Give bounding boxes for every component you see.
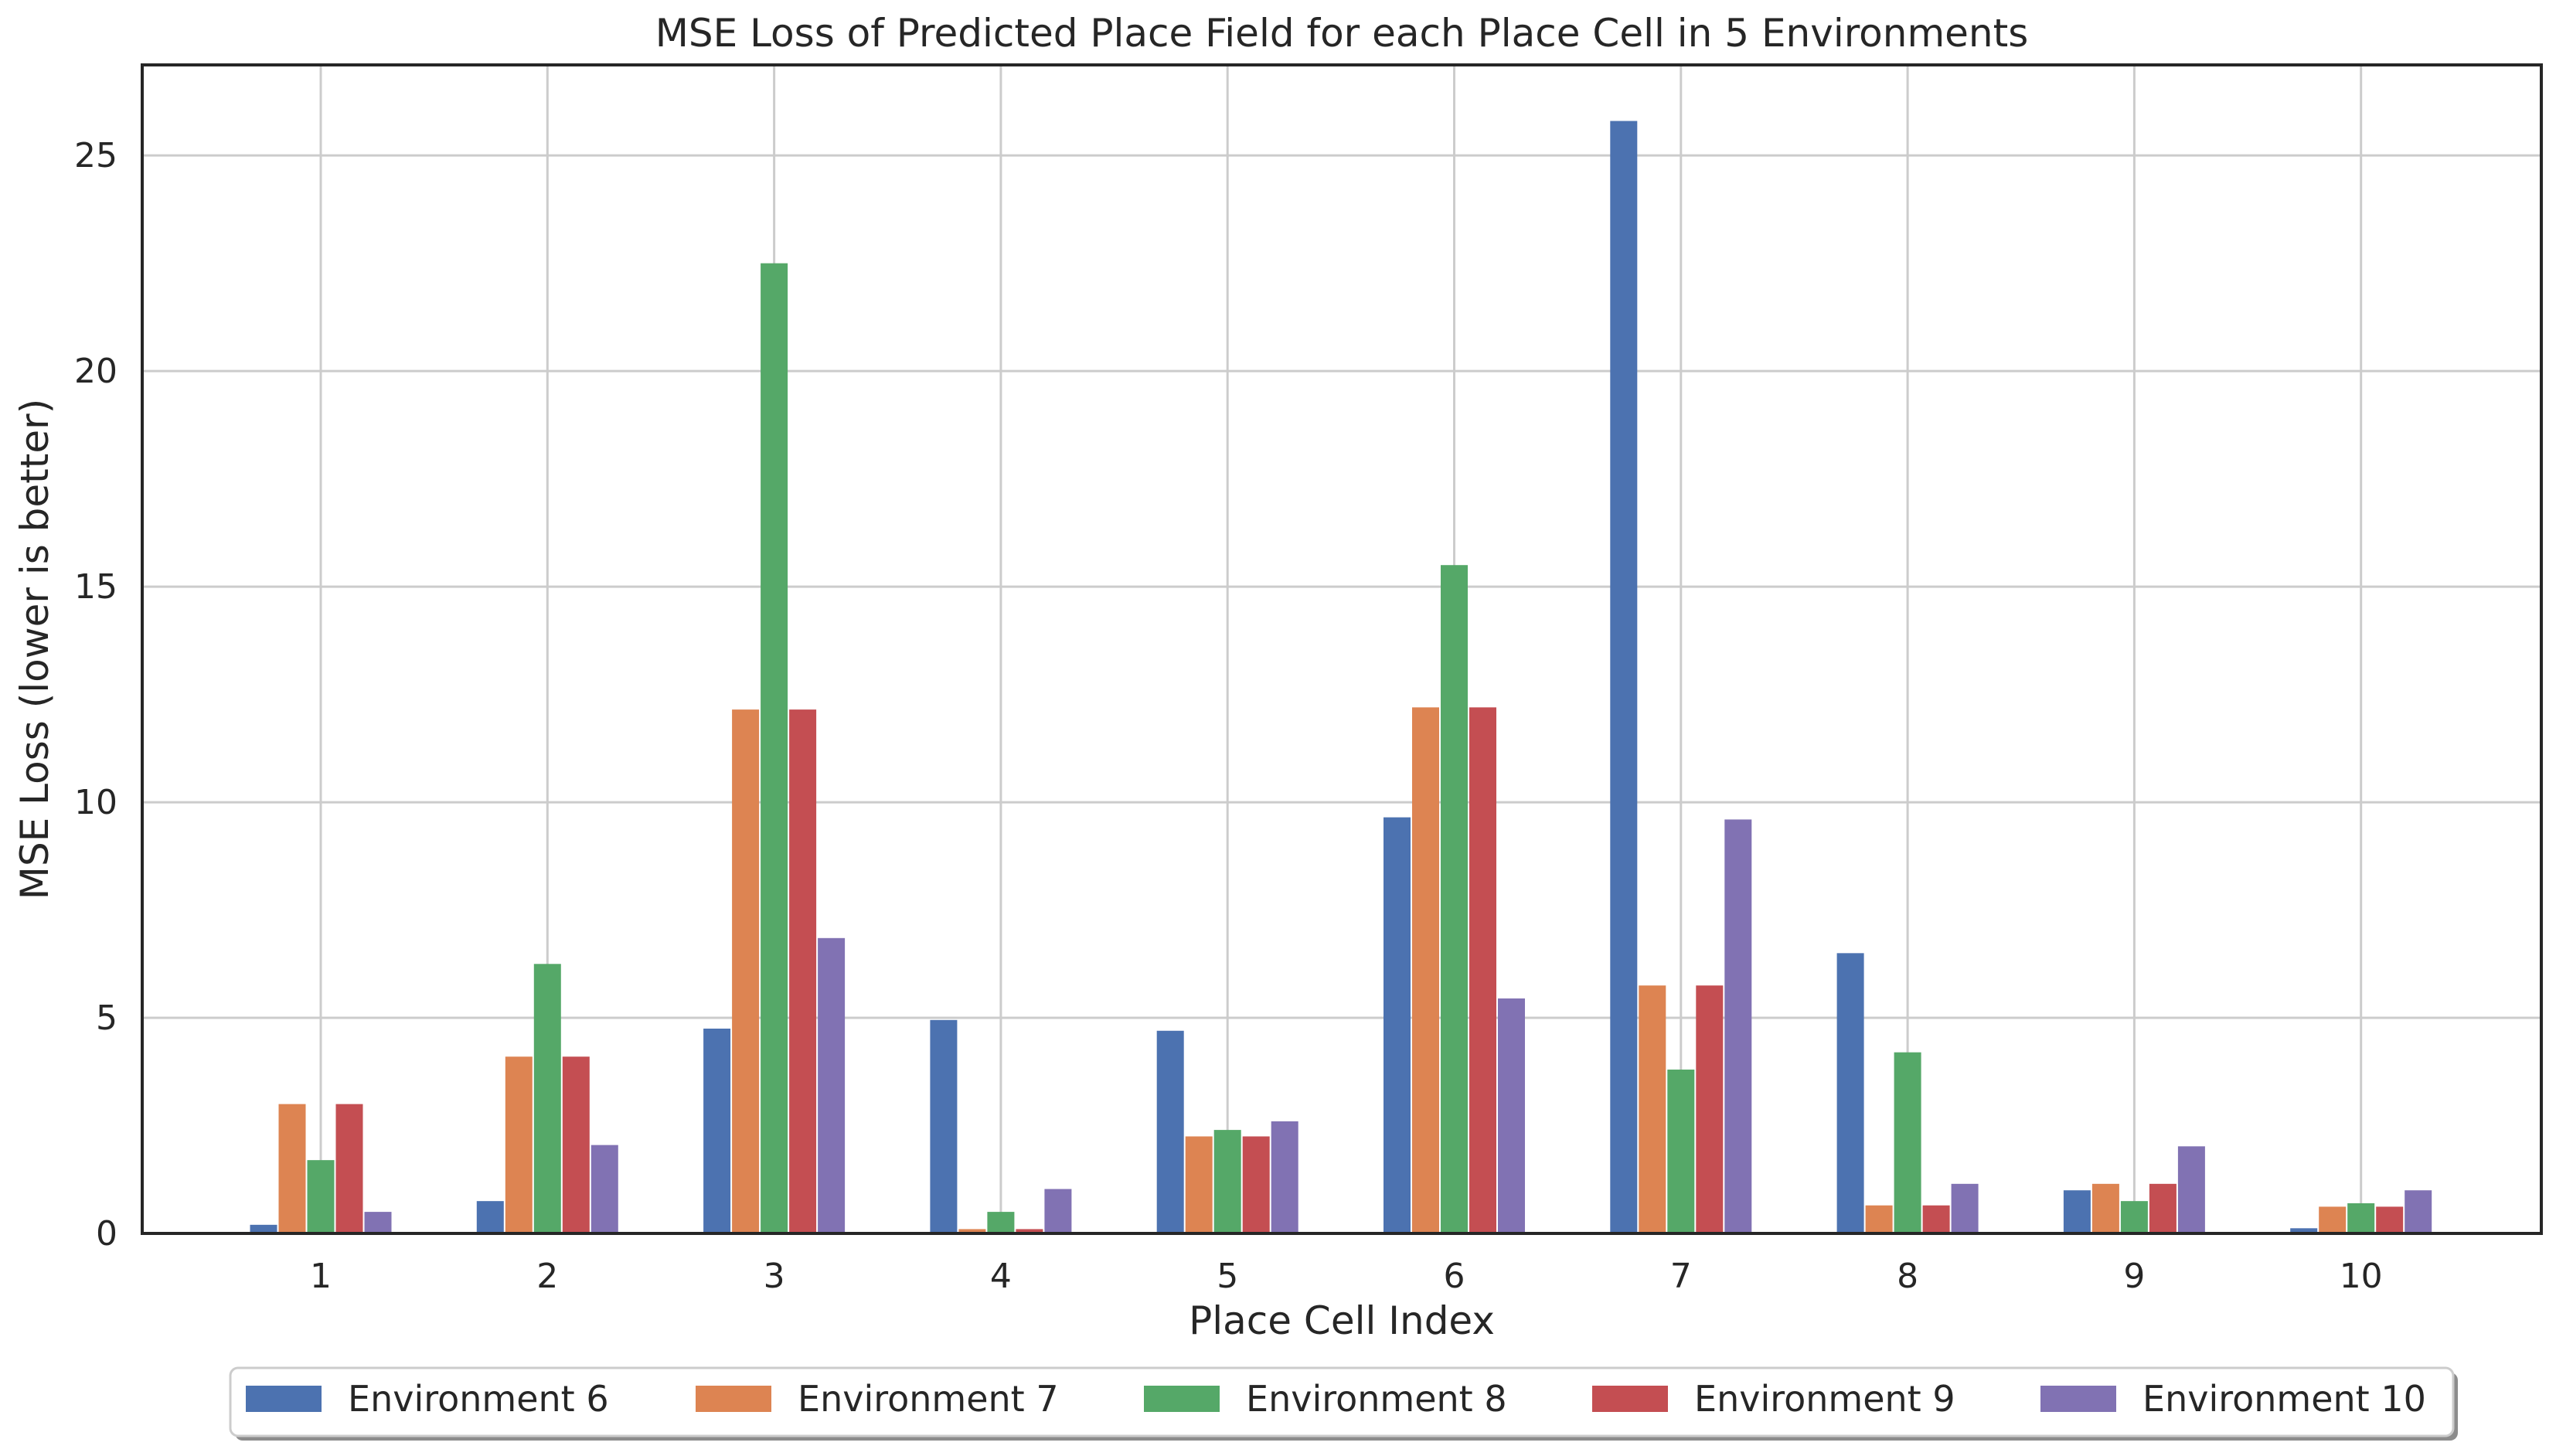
bar: [278, 1104, 306, 1233]
bar: [987, 1212, 1015, 1233]
bar: [1213, 1130, 1241, 1233]
bar: [1044, 1189, 1072, 1233]
legend-swatch: [696, 1386, 771, 1412]
y-tick-label: 5: [96, 998, 117, 1038]
bar: [533, 964, 561, 1233]
bar: [2376, 1206, 2404, 1233]
bar: [958, 1229, 986, 1233]
bar: [1469, 707, 1496, 1233]
bar: [1271, 1121, 1298, 1233]
bar: [789, 709, 817, 1233]
x-tick-label: 9: [2123, 1257, 2145, 1296]
bar: [307, 1160, 335, 1233]
bar: [703, 1028, 731, 1233]
legend-label: Environment 8: [1246, 1378, 1507, 1420]
tick-labels: 0 5 10 15 20 25 1 2 3 4 5 6 7 8 9 10: [74, 136, 2383, 1296]
legend: Environment 6 Environment 7 Environment 8 E…: [229, 1366, 2458, 1441]
bar: [1951, 1183, 1979, 1233]
legend-label: Environment 7: [798, 1378, 1059, 1420]
bar: [2290, 1228, 2318, 1233]
x-tick-label: 3: [764, 1257, 785, 1296]
bar: [1894, 1052, 1921, 1233]
bar: [1498, 998, 1525, 1233]
bar: [1639, 985, 1666, 1233]
y-tick-label: 0: [96, 1214, 117, 1254]
bar: [2319, 1206, 2347, 1233]
x-tick-label: 7: [1670, 1257, 1692, 1296]
x-tick-label: 5: [1217, 1257, 1238, 1296]
bar: [562, 1056, 590, 1233]
bar: [1384, 817, 1411, 1233]
legend-swatch: [1144, 1386, 1220, 1412]
y-tick-label: 15: [74, 567, 117, 607]
bar: [1865, 1205, 1893, 1233]
legend-label: Environment 9: [1694, 1378, 1955, 1420]
bar: [2347, 1203, 2375, 1233]
bar: [2091, 1183, 2119, 1233]
bar: [1016, 1229, 1043, 1233]
bar: [1412, 707, 1439, 1233]
y-tick-label: 20: [74, 352, 117, 391]
plot-frame: [141, 63, 2543, 1235]
bar: [1242, 1136, 1270, 1233]
bar: [2177, 1146, 2205, 1233]
bar: [1441, 565, 1468, 1233]
y-axis-label: MSE Loss (lower is better): [12, 399, 57, 900]
bar: [335, 1104, 363, 1233]
bar: [591, 1145, 618, 1233]
bar: [761, 263, 788, 1234]
bar: [930, 1019, 958, 1233]
legend-swatch: [2040, 1386, 2116, 1412]
legend-box: [229, 1366, 2455, 1437]
y-tick-label: 10: [74, 783, 117, 822]
bar: [1836, 953, 1864, 1233]
x-axis-label: Place Cell Index: [1189, 1298, 1495, 1343]
legend-swatch: [1592, 1386, 1668, 1412]
bar: [1156, 1030, 1184, 1233]
x-tick-label: 6: [1444, 1257, 1465, 1296]
x-tick-label: 2: [536, 1257, 558, 1296]
bar: [1922, 1205, 1950, 1233]
y-tick-label: 25: [74, 136, 117, 175]
bar: [2120, 1201, 2148, 1233]
bar: [1185, 1136, 1213, 1233]
bar: [250, 1224, 277, 1233]
bar: [732, 709, 760, 1233]
x-tick-label: 4: [990, 1257, 1012, 1296]
bar: [1610, 121, 1638, 1233]
x-tick-label: 8: [1897, 1257, 1918, 1296]
legend-label: Environment 6: [348, 1378, 609, 1420]
bar: [505, 1056, 533, 1233]
legend-label: Environment 10: [2142, 1378, 2426, 1420]
bars: [250, 121, 2432, 1234]
bar: [2405, 1190, 2432, 1233]
x-tick-label: 10: [2340, 1257, 2383, 1296]
x-tick-label: 1: [310, 1257, 332, 1296]
bar: [1724, 819, 1752, 1233]
bar: [476, 1201, 504, 1233]
bar: [2063, 1190, 2091, 1233]
bar: [818, 937, 846, 1233]
legend-swatch: [246, 1386, 322, 1412]
bar: [1696, 985, 1724, 1233]
bar: [2149, 1183, 2177, 1233]
bar: [364, 1212, 392, 1233]
chart-title: MSE Loss of Predicted Place Field for ea…: [655, 11, 2029, 56]
bar: [1667, 1069, 1695, 1233]
